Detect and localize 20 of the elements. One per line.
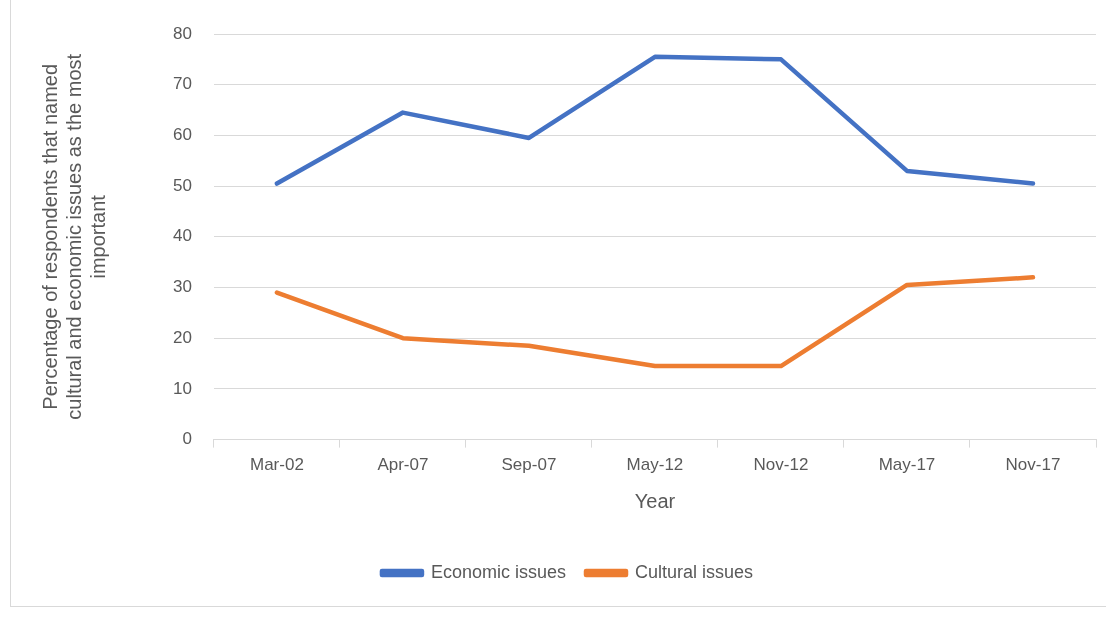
y-tick-label: 10 <box>172 378 192 398</box>
x-tick-label: Mar-02 <box>249 455 304 475</box>
x-tick-label: Sep-07 <box>501 455 557 475</box>
x-tick-label: May-12 <box>626 455 684 475</box>
legend-label: Cultural issues <box>635 561 754 582</box>
y-tick-label: 30 <box>172 277 192 297</box>
x-tick-label: Apr-07 <box>377 455 429 475</box>
y-tick-label: 40 <box>172 226 192 246</box>
y-tick-label: 50 <box>172 175 192 195</box>
x-tick-label: Nov-12 <box>753 455 809 475</box>
x-tick-label: Nov-17 <box>1005 455 1061 475</box>
y-axis-title: Percentage of respondents that named cultural and economic issues as the most important <box>38 53 109 420</box>
x-tick-label: May-17 <box>878 455 936 475</box>
y-tick-label: 20 <box>172 327 192 347</box>
x-axis-title: Year <box>634 489 676 512</box>
y-tick-label: 70 <box>172 74 192 94</box>
y-tick-label: 0 <box>182 429 192 449</box>
y-tick-label: 60 <box>172 125 192 145</box>
y-tick-label: 80 <box>172 23 192 43</box>
legend-label: Economic issues <box>430 561 567 582</box>
